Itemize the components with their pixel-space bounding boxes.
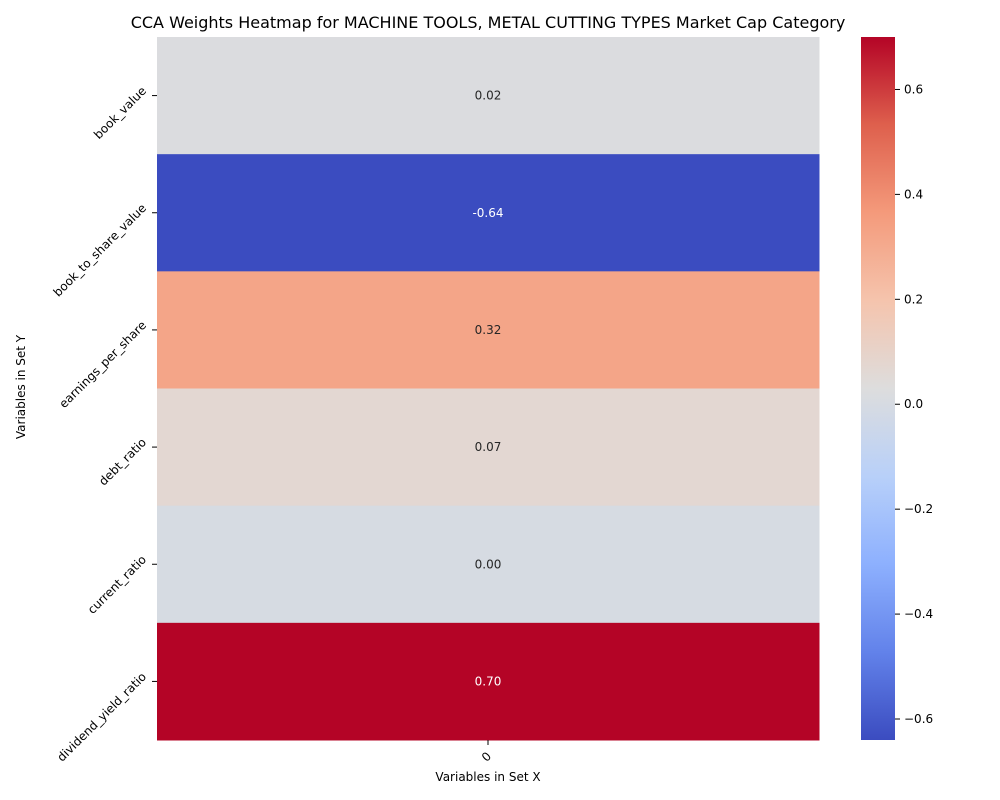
cell-value-label: 0.32 xyxy=(475,323,502,337)
y-tick-label: earnings_per_share xyxy=(56,318,149,411)
cell-value-label: 0.02 xyxy=(475,89,502,103)
heatmap-cell xyxy=(157,154,820,272)
colorbar-tick-label: 0.6 xyxy=(904,82,923,96)
colorbar-tick-label: −0.2 xyxy=(904,502,933,516)
y-axis-label: Variables in Set Y xyxy=(14,334,28,439)
y-axis-ticks: book_value book_to_share_value earnings_pe… xyxy=(51,84,157,765)
heatmap-cells: 0.02 -0.64 0.32 0.07 0.00 0.70 xyxy=(157,37,820,741)
y-tick-label: current_ratio xyxy=(85,552,149,616)
y-tick-label: dividend_yield_ratio xyxy=(54,670,149,765)
chart-title: CCA Weights Heatmap for MACHINE TOOLS, M… xyxy=(131,13,846,32)
colorbar-tick-label: 0.2 xyxy=(904,292,923,306)
colorbar-tick-label: 0.4 xyxy=(904,187,923,201)
y-tick-label: book_value xyxy=(91,84,149,142)
x-axis-label: Variables in Set X xyxy=(435,770,540,784)
cell-value-label: 0.70 xyxy=(475,674,502,688)
x-axis-ticks: 0 xyxy=(479,740,494,765)
colorbar: −0.6 −0.4 −0.2 0.0 0.2 0.4 0.6 xyxy=(861,37,933,740)
cell-value-label: -0.64 xyxy=(472,206,503,220)
colorbar-tick-label: −0.6 xyxy=(904,712,933,726)
y-tick-label: debt_ratio xyxy=(96,435,149,488)
x-tick-label: 0 xyxy=(479,749,494,764)
heatmap-cell xyxy=(157,37,820,155)
colorbar-tick-label: −0.4 xyxy=(904,607,933,621)
heatmap-cell xyxy=(157,388,820,507)
colorbar-gradient xyxy=(861,37,895,740)
heatmap-cell xyxy=(157,505,820,624)
heatmap-cell xyxy=(157,622,820,741)
cell-value-label: 0.00 xyxy=(475,557,502,571)
y-tick-label: book_to_share_value xyxy=(51,201,150,300)
colorbar-tick-label: 0.0 xyxy=(904,397,923,411)
cell-value-label: 0.07 xyxy=(475,440,502,454)
heatmap-cell xyxy=(157,271,820,389)
